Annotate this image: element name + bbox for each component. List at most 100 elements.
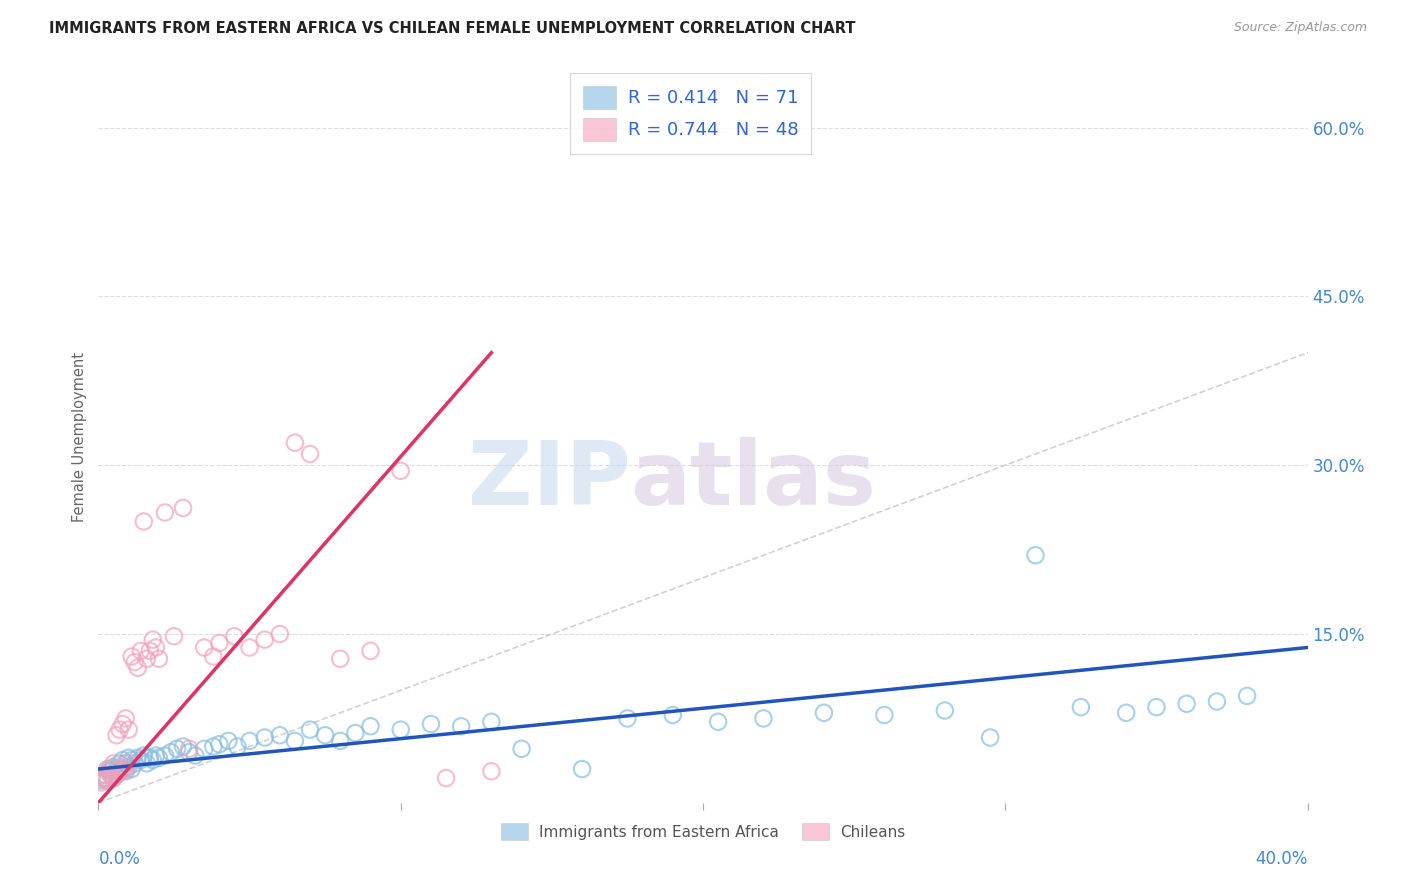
Point xyxy=(420,717,443,731)
Point xyxy=(434,771,457,785)
Point xyxy=(163,629,186,643)
Point xyxy=(344,726,367,740)
Point xyxy=(510,741,533,756)
Point xyxy=(90,773,112,788)
Point xyxy=(239,734,262,748)
Point xyxy=(93,773,115,788)
Point xyxy=(114,711,136,725)
Point xyxy=(103,756,125,771)
Point xyxy=(103,771,125,785)
Point xyxy=(96,762,118,776)
Point xyxy=(103,760,125,774)
Point xyxy=(873,708,896,723)
Point xyxy=(114,764,136,779)
Point xyxy=(108,723,131,737)
Point xyxy=(114,756,136,771)
Text: 0.0%: 0.0% xyxy=(98,850,141,868)
Point xyxy=(93,767,115,781)
Point xyxy=(707,714,730,729)
Point xyxy=(108,764,131,779)
Point xyxy=(96,764,118,779)
Point xyxy=(103,771,125,785)
Point xyxy=(105,767,128,781)
Point xyxy=(100,764,122,779)
Point xyxy=(208,636,231,650)
Point xyxy=(124,756,146,771)
Point xyxy=(269,728,291,742)
Point xyxy=(129,753,152,767)
Point xyxy=(813,706,835,720)
Point xyxy=(299,447,322,461)
Point xyxy=(450,719,472,733)
Point xyxy=(329,652,352,666)
Point xyxy=(160,745,183,759)
Point xyxy=(90,771,112,785)
Point xyxy=(284,435,307,450)
Point xyxy=(1115,706,1137,720)
Point xyxy=(217,734,239,748)
Point xyxy=(118,751,141,765)
Point xyxy=(752,711,775,725)
Point xyxy=(145,748,167,763)
Point xyxy=(111,764,134,779)
Point xyxy=(108,762,131,776)
Point xyxy=(299,723,322,737)
Point xyxy=(179,741,201,756)
Point xyxy=(269,627,291,641)
Point xyxy=(202,739,225,754)
Point xyxy=(329,734,352,748)
Point xyxy=(142,632,165,647)
Point xyxy=(616,711,638,725)
Point xyxy=(114,762,136,776)
Point xyxy=(132,515,155,529)
Point xyxy=(934,704,956,718)
Point xyxy=(100,762,122,776)
Point xyxy=(253,632,276,647)
Point xyxy=(111,717,134,731)
Point xyxy=(121,753,143,767)
Point xyxy=(93,771,115,785)
Point xyxy=(193,640,215,655)
Point xyxy=(239,640,262,655)
Point xyxy=(118,723,141,737)
Text: 40.0%: 40.0% xyxy=(1256,850,1308,868)
Point xyxy=(153,748,176,763)
Point xyxy=(193,741,215,756)
Point xyxy=(1144,700,1167,714)
Point xyxy=(135,652,157,666)
Point xyxy=(172,500,194,515)
Point xyxy=(111,762,134,776)
Point xyxy=(360,644,382,658)
Y-axis label: Female Unemployment: Female Unemployment xyxy=(72,352,87,522)
Point xyxy=(1175,697,1198,711)
Text: atlas: atlas xyxy=(630,437,876,524)
Point xyxy=(226,739,249,754)
Point xyxy=(105,728,128,742)
Point xyxy=(179,745,201,759)
Point xyxy=(314,728,336,742)
Text: ZIP: ZIP xyxy=(468,437,630,524)
Point xyxy=(1024,548,1046,562)
Point xyxy=(148,652,170,666)
Point xyxy=(1206,694,1229,708)
Point xyxy=(96,773,118,788)
Point xyxy=(93,767,115,781)
Point xyxy=(132,748,155,763)
Point xyxy=(121,649,143,664)
Point xyxy=(96,771,118,785)
Point xyxy=(121,762,143,776)
Point xyxy=(129,644,152,658)
Point xyxy=(153,506,176,520)
Point xyxy=(202,649,225,664)
Point xyxy=(124,655,146,669)
Point xyxy=(139,751,162,765)
Point xyxy=(148,751,170,765)
Point xyxy=(172,739,194,754)
Point xyxy=(127,751,149,765)
Point xyxy=(389,464,412,478)
Point xyxy=(571,762,593,776)
Point xyxy=(105,767,128,781)
Point xyxy=(118,760,141,774)
Point xyxy=(481,764,503,779)
Point xyxy=(139,644,162,658)
